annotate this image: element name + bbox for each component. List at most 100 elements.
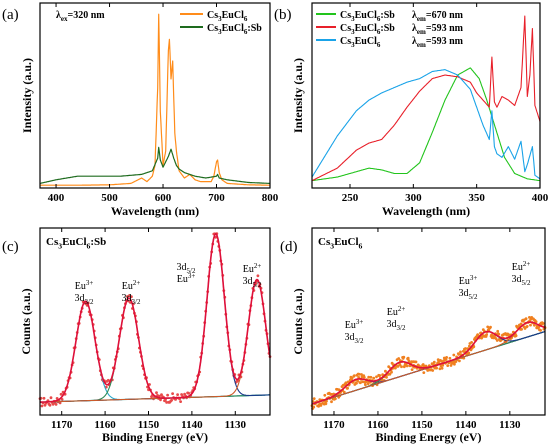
panel-d-x-tick-label: 1150 — [411, 419, 433, 431]
panel-d-title-part: 6 — [359, 241, 363, 250]
data-point-d — [352, 374, 356, 378]
peak-label-c-3-part: 5/2 — [253, 281, 262, 289]
data-point-d — [323, 393, 327, 397]
data-point-d — [431, 369, 435, 372]
legend-label-b-1-part: 3 — [351, 28, 355, 36]
panel-d-title-part: 3 — [330, 241, 334, 250]
data-point-d — [441, 364, 445, 367]
data-point-d — [495, 339, 499, 342]
legend-condition-b-1-part: λ — [412, 23, 417, 34]
panel-c-x-tick-label: 1140 — [181, 419, 203, 431]
legend-label-a-0-part: 6 — [244, 15, 248, 23]
data-point-d — [452, 353, 456, 357]
data-point-d — [496, 329, 500, 333]
legend-label-b-0-part: Cs — [340, 10, 351, 21]
data-point-c — [171, 392, 175, 395]
legend-label-a-0: Cs3EuCl6 — [207, 10, 248, 23]
data-point-d — [533, 323, 536, 327]
series-line-b-1 — [311, 15, 541, 182]
peak-label-c-1: Eu2+ — [122, 279, 141, 292]
peak-label-d-1: Eu2+ — [387, 305, 406, 318]
data-point-d — [470, 341, 473, 344]
data-point-d — [378, 374, 382, 377]
data-point-d — [485, 333, 488, 336]
panel-b-frame — [311, 2, 541, 189]
peak-label-d-2-part: 3d — [459, 288, 469, 299]
data-point-d — [312, 405, 316, 409]
panel-a-ylabel: Intensity (a.u.) — [20, 58, 34, 133]
data-point-d — [355, 381, 358, 385]
legend-condition-b-2-part: λ — [412, 36, 417, 47]
data-point-d — [402, 355, 406, 359]
peak-label-d-3-part: 5/2 — [522, 279, 531, 287]
panel-b-x-tick-label: 250 — [342, 192, 359, 204]
series-line-b-2 — [311, 69, 541, 180]
legend-label-b-1: Cs3EuCl6:Sb — [340, 23, 395, 36]
peak-label-c-1-part: 2+ — [133, 279, 141, 287]
data-point-d — [361, 380, 364, 384]
panel-c-frame — [39, 227, 271, 416]
data-point-d — [524, 317, 528, 321]
data-point-c — [155, 391, 158, 395]
panel-b-ylabel: Intensity (a.u.) — [291, 58, 305, 133]
legend-label-a-1: Cs3EuCl6:Sb — [207, 23, 262, 36]
peak-label-d-0: 3d3/2 — [345, 332, 364, 345]
legend-condition-b-2: λem=593 nm — [412, 36, 464, 49]
data-point-d — [346, 386, 349, 390]
panel-b-x-tick-label: 350 — [468, 192, 485, 204]
data-point-c — [58, 401, 62, 405]
data-point-d — [398, 363, 402, 366]
data-point-c — [159, 398, 162, 402]
panel-d-xlabel: Binding Energy (eV) — [375, 430, 481, 444]
panel-a-x-tick-label: 400 — [48, 192, 65, 204]
data-point-c — [59, 392, 63, 396]
data-point-d — [350, 376, 354, 380]
data-point-d — [446, 364, 450, 367]
panel-d-title-part: Cs — [318, 236, 331, 248]
data-point-d — [357, 372, 361, 376]
data-point-d — [375, 375, 378, 379]
data-point-d — [432, 360, 436, 364]
data-point-d — [324, 402, 328, 406]
panel-d-x-tick-label: 1140 — [455, 419, 477, 431]
panel-d-x-tick-label: 1170 — [323, 419, 345, 431]
data-point-d — [406, 356, 410, 360]
fit-envelope-d — [311, 321, 546, 405]
data-point-d — [529, 323, 532, 327]
data-point-d — [440, 366, 444, 370]
panel-a-x-tick-label: 800 — [262, 192, 279, 204]
data-point-d — [400, 365, 403, 369]
panel-c-title: Cs3EuCl6:Sb — [46, 236, 106, 250]
series-line-a-1 — [39, 146, 271, 184]
data-point-d — [357, 376, 361, 379]
panel-c-title-part: 6 — [87, 241, 91, 250]
panel-a-x-tick-label: 700 — [208, 192, 225, 204]
data-point-d — [468, 344, 471, 348]
data-point-d — [476, 333, 480, 337]
peak-label-c-0-part: Eu — [75, 281, 86, 292]
data-point-c — [43, 403, 47, 407]
legend-label-a-1-part: 6 — [244, 28, 248, 36]
data-point-d — [334, 397, 337, 401]
peak-label-d-0-part: Eu — [345, 320, 356, 331]
fit-envelope-c — [40, 232, 271, 403]
peak-label-c-3-part: 2+ — [254, 262, 262, 270]
panel-b-label: (b) — [274, 7, 292, 23]
data-point-d — [397, 357, 401, 360]
peak-label-c-1: 3d3/2 — [122, 293, 141, 306]
legend-label-a-0-part: 3 — [218, 15, 222, 23]
panel-d-label: (d) — [280, 239, 298, 255]
legend-label-b-2: Cs3EuCl6 — [340, 36, 381, 49]
panel-c-title-part: Cs — [46, 236, 59, 248]
data-point-d — [390, 370, 393, 374]
data-point-d — [414, 360, 418, 364]
legend-label-a-1-part: EuCl — [222, 23, 244, 34]
legend-label-b-0-part: :Sb — [380, 10, 395, 21]
data-point-d — [445, 356, 448, 359]
data-point-d — [364, 383, 367, 387]
peak-label-d-1-part: 2+ — [398, 305, 406, 313]
data-point-d — [438, 367, 442, 371]
data-point-d — [325, 399, 328, 403]
data-point-c — [166, 393, 170, 397]
